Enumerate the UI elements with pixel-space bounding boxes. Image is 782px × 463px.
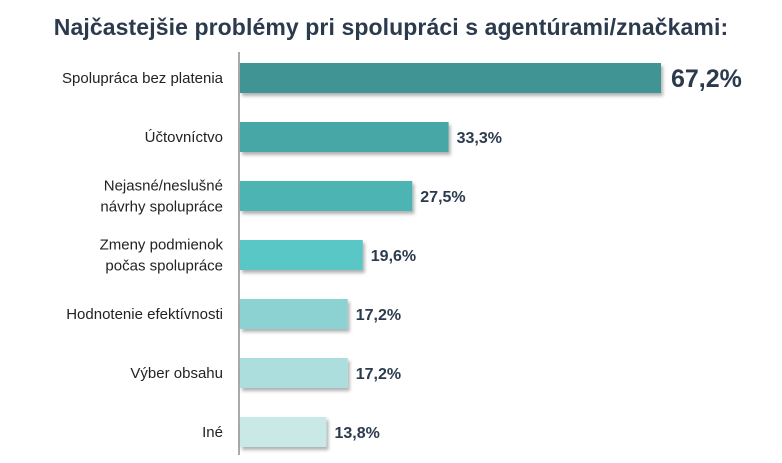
value-label-6: 17,2%	[356, 366, 401, 383]
bar-2	[240, 122, 449, 152]
category-label-3-line-2: návrhy spolupráce	[100, 199, 223, 216]
bar-1	[240, 63, 661, 93]
category-label-6: Výber obsahu	[130, 365, 223, 382]
category-label-4-line-1: Zmeny podmienok	[100, 237, 224, 254]
category-label-3-line-1: Nejasné/neslušné	[104, 178, 223, 195]
category-label-7: Iné	[202, 424, 223, 441]
bar-3	[240, 181, 413, 211]
bar-7	[240, 417, 327, 447]
category-label-5: Hodnotenie efektívnosti	[66, 306, 223, 323]
value-label-3: 27,5%	[420, 189, 465, 206]
bar-5	[240, 299, 348, 329]
chart-title: Najčastejšie problémy pri spolupráci s a…	[53, 14, 729, 40]
bar-6	[240, 358, 348, 388]
category-label-1: Spolupráca bez platenia	[62, 70, 224, 87]
value-label-1: 67,2%	[671, 65, 742, 93]
value-label-2: 33,3%	[457, 130, 502, 147]
category-label-4-line-2: počas spolupráce	[105, 258, 223, 275]
bar-4	[240, 240, 363, 270]
value-label-5: 17,2%	[356, 307, 401, 324]
category-label-2: Účtovníctvo	[145, 129, 223, 146]
value-label-7: 13,8%	[334, 425, 379, 442]
value-label-4: 19,6%	[371, 248, 416, 265]
